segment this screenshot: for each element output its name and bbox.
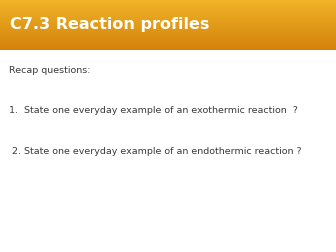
Text: Recap questions:: Recap questions: [9,66,91,75]
Text: C7.3 Reaction profiles: C7.3 Reaction profiles [10,17,209,33]
Text: 1.  State one everyday example of an exothermic reaction  ?: 1. State one everyday example of an exot… [9,107,298,115]
Text: 2. State one everyday example of an endothermic reaction ?: 2. State one everyday example of an endo… [9,147,302,156]
